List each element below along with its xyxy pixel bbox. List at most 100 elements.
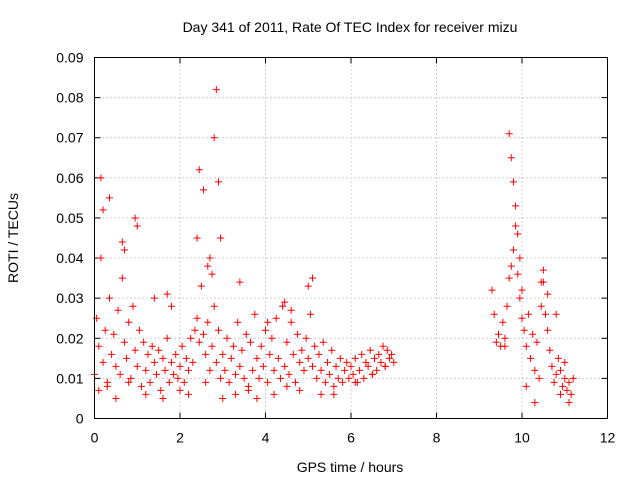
data-point (125, 378, 133, 386)
data-point (131, 346, 139, 354)
data-point (202, 350, 210, 358)
data-point (514, 270, 522, 278)
data-point (264, 318, 272, 326)
data-point (176, 362, 184, 370)
data-point (253, 394, 261, 402)
data-point (311, 342, 319, 350)
y-tick-label: 0.06 (56, 170, 83, 186)
data-point (255, 374, 263, 382)
data-point (539, 266, 547, 274)
data-point (563, 386, 571, 394)
data-point (116, 370, 124, 378)
data-point (332, 362, 340, 370)
data-point (208, 342, 216, 350)
data-point (537, 278, 545, 286)
data-point (232, 370, 240, 378)
data-point (315, 350, 323, 358)
data-point (313, 374, 321, 382)
data-point (195, 338, 203, 346)
data-point (212, 358, 220, 366)
data-point (507, 154, 515, 162)
data-point (565, 378, 573, 386)
y-tick-label: 0.08 (56, 90, 83, 106)
data-point (518, 314, 526, 322)
y-tick-label: 0.01 (56, 370, 83, 386)
data-point (383, 346, 391, 354)
data-point (296, 386, 304, 394)
data-point (366, 346, 374, 354)
data-point (388, 350, 396, 358)
data-point (244, 386, 252, 394)
data-point (200, 330, 208, 338)
data-point (503, 302, 511, 310)
data-point (167, 358, 175, 366)
data-point (516, 254, 524, 262)
data-point (334, 374, 342, 382)
data-point (174, 374, 182, 382)
data-point (287, 318, 295, 326)
data-point (283, 338, 291, 346)
data-point (323, 358, 331, 366)
data-point (182, 354, 190, 362)
data-point (343, 358, 351, 366)
data-point (129, 302, 137, 310)
data-point (247, 338, 255, 346)
data-point (118, 274, 126, 282)
y-tick-label: 0.02 (56, 330, 83, 346)
data-point (567, 390, 575, 398)
data-point (185, 390, 193, 398)
data-point (488, 286, 496, 294)
data-point (212, 86, 220, 94)
y-tick-label: 0.09 (56, 50, 83, 66)
data-point (368, 370, 376, 378)
chart-title: Day 341 of 2011, Rate Of TEC Index for r… (183, 19, 518, 35)
data-point (242, 330, 250, 338)
data-point (105, 194, 113, 202)
data-point (291, 378, 299, 386)
data-point (542, 310, 550, 318)
data-point (302, 334, 310, 342)
data-point (364, 362, 372, 370)
data-point (161, 366, 169, 374)
data-point (155, 346, 163, 354)
data-point (167, 302, 175, 310)
data-point (219, 350, 227, 358)
data-point (170, 370, 178, 378)
data-point (214, 326, 222, 334)
data-point (148, 342, 156, 350)
data-point (123, 354, 131, 362)
data-point (240, 374, 248, 382)
data-point (140, 338, 148, 346)
data-point (159, 394, 167, 402)
data-point (512, 202, 520, 210)
data-point (144, 350, 152, 358)
data-point (206, 366, 214, 374)
data-point (283, 382, 291, 390)
data-point (281, 298, 289, 306)
x-tick-label: 0 (91, 430, 99, 446)
data-point (279, 302, 287, 310)
data-point (358, 350, 366, 358)
data-point (390, 358, 398, 366)
data-point (274, 354, 282, 362)
data-point (118, 238, 126, 246)
data-point (195, 166, 203, 174)
data-point (531, 366, 539, 374)
data-point (249, 366, 257, 374)
data-point (206, 254, 214, 262)
data-point (176, 386, 184, 394)
data-point (347, 362, 355, 370)
data-point (537, 302, 545, 310)
data-point (189, 358, 197, 366)
data-point (193, 314, 201, 322)
data-point (229, 342, 237, 350)
data-point (561, 358, 569, 366)
data-point (362, 358, 370, 366)
data-point (253, 354, 261, 362)
data-point (95, 342, 103, 350)
data-point (289, 350, 297, 358)
data-point (108, 350, 116, 358)
data-point (131, 214, 139, 222)
data-point (494, 330, 502, 338)
data-point (251, 310, 259, 318)
